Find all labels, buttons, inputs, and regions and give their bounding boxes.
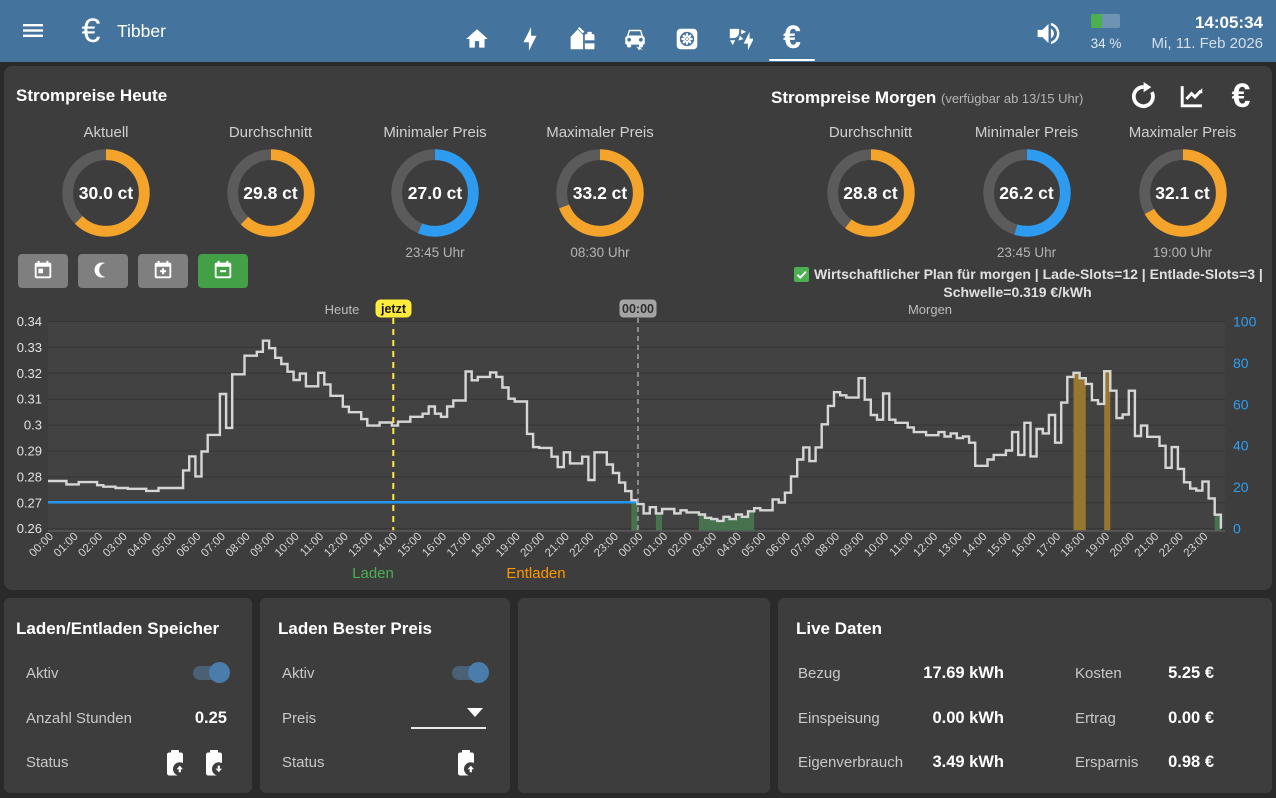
svg-text:19:00: 19:00 <box>494 531 523 560</box>
svg-text:09:00: 09:00 <box>248 531 277 560</box>
svg-text:13:00: 13:00 <box>347 531 376 560</box>
svg-text:06:00: 06:00 <box>764 531 793 560</box>
svg-text:02:00: 02:00 <box>666 531 695 560</box>
svg-text:0.29: 0.29 <box>17 444 42 459</box>
svg-text:23:00: 23:00 <box>1182 531 1211 560</box>
svg-text:01:00: 01:00 <box>52 531 81 560</box>
svg-text:12:00: 12:00 <box>911 531 940 560</box>
svg-text:80: 80 <box>1233 355 1249 371</box>
svg-text:13:00: 13:00 <box>936 531 965 560</box>
svg-text:0.32: 0.32 <box>17 366 42 381</box>
svg-text:04:00: 04:00 <box>715 531 744 560</box>
svg-text:21:00: 21:00 <box>1133 531 1162 560</box>
svg-text:09:00: 09:00 <box>838 531 867 560</box>
svg-text:08:00: 08:00 <box>813 531 842 560</box>
svg-text:06:00: 06:00 <box>175 531 204 560</box>
svg-text:15:00: 15:00 <box>396 531 425 560</box>
svg-text:22:00: 22:00 <box>1157 531 1186 560</box>
svg-text:Morgen: Morgen <box>908 302 952 317</box>
svg-text:21:00: 21:00 <box>543 531 572 560</box>
svg-text:15:00: 15:00 <box>985 531 1014 560</box>
svg-text:18:00: 18:00 <box>469 531 498 560</box>
svg-text:10:00: 10:00 <box>273 531 302 560</box>
svg-text:jetzt: jetzt <box>380 302 407 316</box>
svg-text:03:00: 03:00 <box>101 531 130 560</box>
svg-text:07:00: 07:00 <box>199 531 228 560</box>
svg-text:0.26: 0.26 <box>17 521 42 536</box>
svg-text:0.28: 0.28 <box>17 469 42 484</box>
svg-text:22:00: 22:00 <box>568 531 597 560</box>
svg-text:11:00: 11:00 <box>298 531 326 559</box>
svg-text:14:00: 14:00 <box>371 531 400 560</box>
svg-text:0.31: 0.31 <box>17 392 42 407</box>
svg-text:12:00: 12:00 <box>322 531 351 560</box>
svg-text:14:00: 14:00 <box>961 531 990 560</box>
svg-text:20: 20 <box>1233 479 1249 495</box>
svg-text:18:00: 18:00 <box>1059 531 1088 560</box>
svg-text:17:00: 17:00 <box>445 531 474 560</box>
svg-text:20:00: 20:00 <box>1108 531 1137 560</box>
svg-text:0: 0 <box>1233 521 1241 537</box>
svg-text:€: € <box>1232 82 1251 110</box>
svg-text:0.27: 0.27 <box>17 495 42 510</box>
svg-text:Laden: Laden <box>352 565 394 582</box>
svg-text:16:00: 16:00 <box>420 531 449 560</box>
svg-text:01:00: 01:00 <box>641 531 670 560</box>
svg-text:16:00: 16:00 <box>1010 531 1039 560</box>
svg-text:20:00: 20:00 <box>518 531 547 560</box>
svg-text:05:00: 05:00 <box>740 531 769 560</box>
svg-text:10:00: 10:00 <box>862 531 891 560</box>
svg-text:100: 100 <box>1233 314 1257 330</box>
svg-text:02:00: 02:00 <box>76 531 105 560</box>
svg-text:0.3: 0.3 <box>24 418 42 433</box>
svg-text:07:00: 07:00 <box>789 531 818 560</box>
svg-text:05:00: 05:00 <box>150 531 179 560</box>
svg-text:0.33: 0.33 <box>17 340 42 355</box>
svg-text:Entladen: Entladen <box>506 565 565 582</box>
svg-text:40: 40 <box>1233 438 1249 454</box>
svg-text:Heute: Heute <box>325 302 360 317</box>
svg-text:23:00: 23:00 <box>592 531 621 560</box>
svg-text:08:00: 08:00 <box>224 531 253 560</box>
svg-text:00:00: 00:00 <box>617 531 646 560</box>
svg-text:04:00: 04:00 <box>125 531 154 560</box>
svg-text:19:00: 19:00 <box>1083 531 1112 560</box>
svg-text:03:00: 03:00 <box>690 531 719 560</box>
svg-text:00:00: 00:00 <box>622 302 654 316</box>
svg-text:17:00: 17:00 <box>1034 531 1063 560</box>
svg-text:0.34: 0.34 <box>17 314 42 329</box>
svg-text:60: 60 <box>1233 396 1249 412</box>
svg-text:11:00: 11:00 <box>888 531 916 559</box>
